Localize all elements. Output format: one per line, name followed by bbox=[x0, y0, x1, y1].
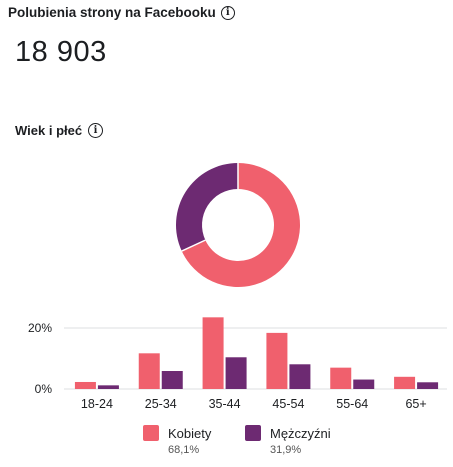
bar-men-35-44 bbox=[225, 357, 247, 389]
legend-swatch-men bbox=[245, 425, 261, 441]
legend-value-women: 68,1% bbox=[168, 444, 200, 456]
bar-women-45-54 bbox=[266, 332, 288, 389]
legend-value-men: 31,9% bbox=[270, 444, 302, 456]
info-icon[interactable]: i bbox=[220, 5, 235, 20]
x-tick-label: 18-24 bbox=[81, 397, 113, 411]
x-tick-label: 25-34 bbox=[145, 397, 177, 411]
bar-men-45-54 bbox=[289, 364, 311, 389]
bar-women-55-64 bbox=[330, 367, 352, 389]
bar-women-35-44 bbox=[202, 317, 224, 389]
page-likes-title: Polubienia strony na Facebooku bbox=[8, 5, 216, 20]
legend-swatch-women bbox=[143, 425, 159, 441]
page-likes-heading: Polubienia strony na Facebooku i bbox=[8, 5, 235, 20]
x-tick-label: 65+ bbox=[405, 397, 426, 411]
bar-women-65+ bbox=[394, 376, 416, 389]
donut-slice-women bbox=[181, 163, 300, 287]
bar-men-55-64 bbox=[353, 379, 375, 389]
age-gender-heading: Wiek i płeć i bbox=[15, 123, 104, 138]
age-bar-chart: 0% 20% 18-24 25-34 35-44 45-54 55-64 65+ bbox=[28, 317, 447, 411]
bar-men-65+ bbox=[417, 382, 439, 389]
total-likes-value: 18 903 bbox=[15, 36, 107, 68]
bar-men-18-24 bbox=[97, 385, 119, 389]
legend-label-men: Mężczyźni bbox=[270, 426, 331, 441]
age-gender-title: Wiek i płeć bbox=[15, 123, 83, 138]
bar-men-25-34 bbox=[161, 371, 183, 389]
bar-women-18-24 bbox=[74, 381, 96, 389]
legend-label-women: Kobiety bbox=[168, 426, 212, 441]
chart-legend: Kobiety 68,1% Mężczyźni 31,9% bbox=[0, 423, 453, 463]
bar-women-25-34 bbox=[138, 353, 160, 389]
y-tick-label: 20% bbox=[28, 321, 52, 335]
x-tick-label: 35-44 bbox=[209, 397, 241, 411]
x-tick-label: 45-54 bbox=[272, 397, 304, 411]
gender-donut-chart bbox=[175, 163, 300, 287]
donut-separator bbox=[181, 239, 206, 252]
x-tick-label: 55-64 bbox=[336, 397, 368, 411]
donut-slice-men bbox=[175, 163, 238, 252]
y-tick-label: 0% bbox=[35, 382, 53, 396]
info-icon[interactable]: i bbox=[88, 123, 104, 138]
